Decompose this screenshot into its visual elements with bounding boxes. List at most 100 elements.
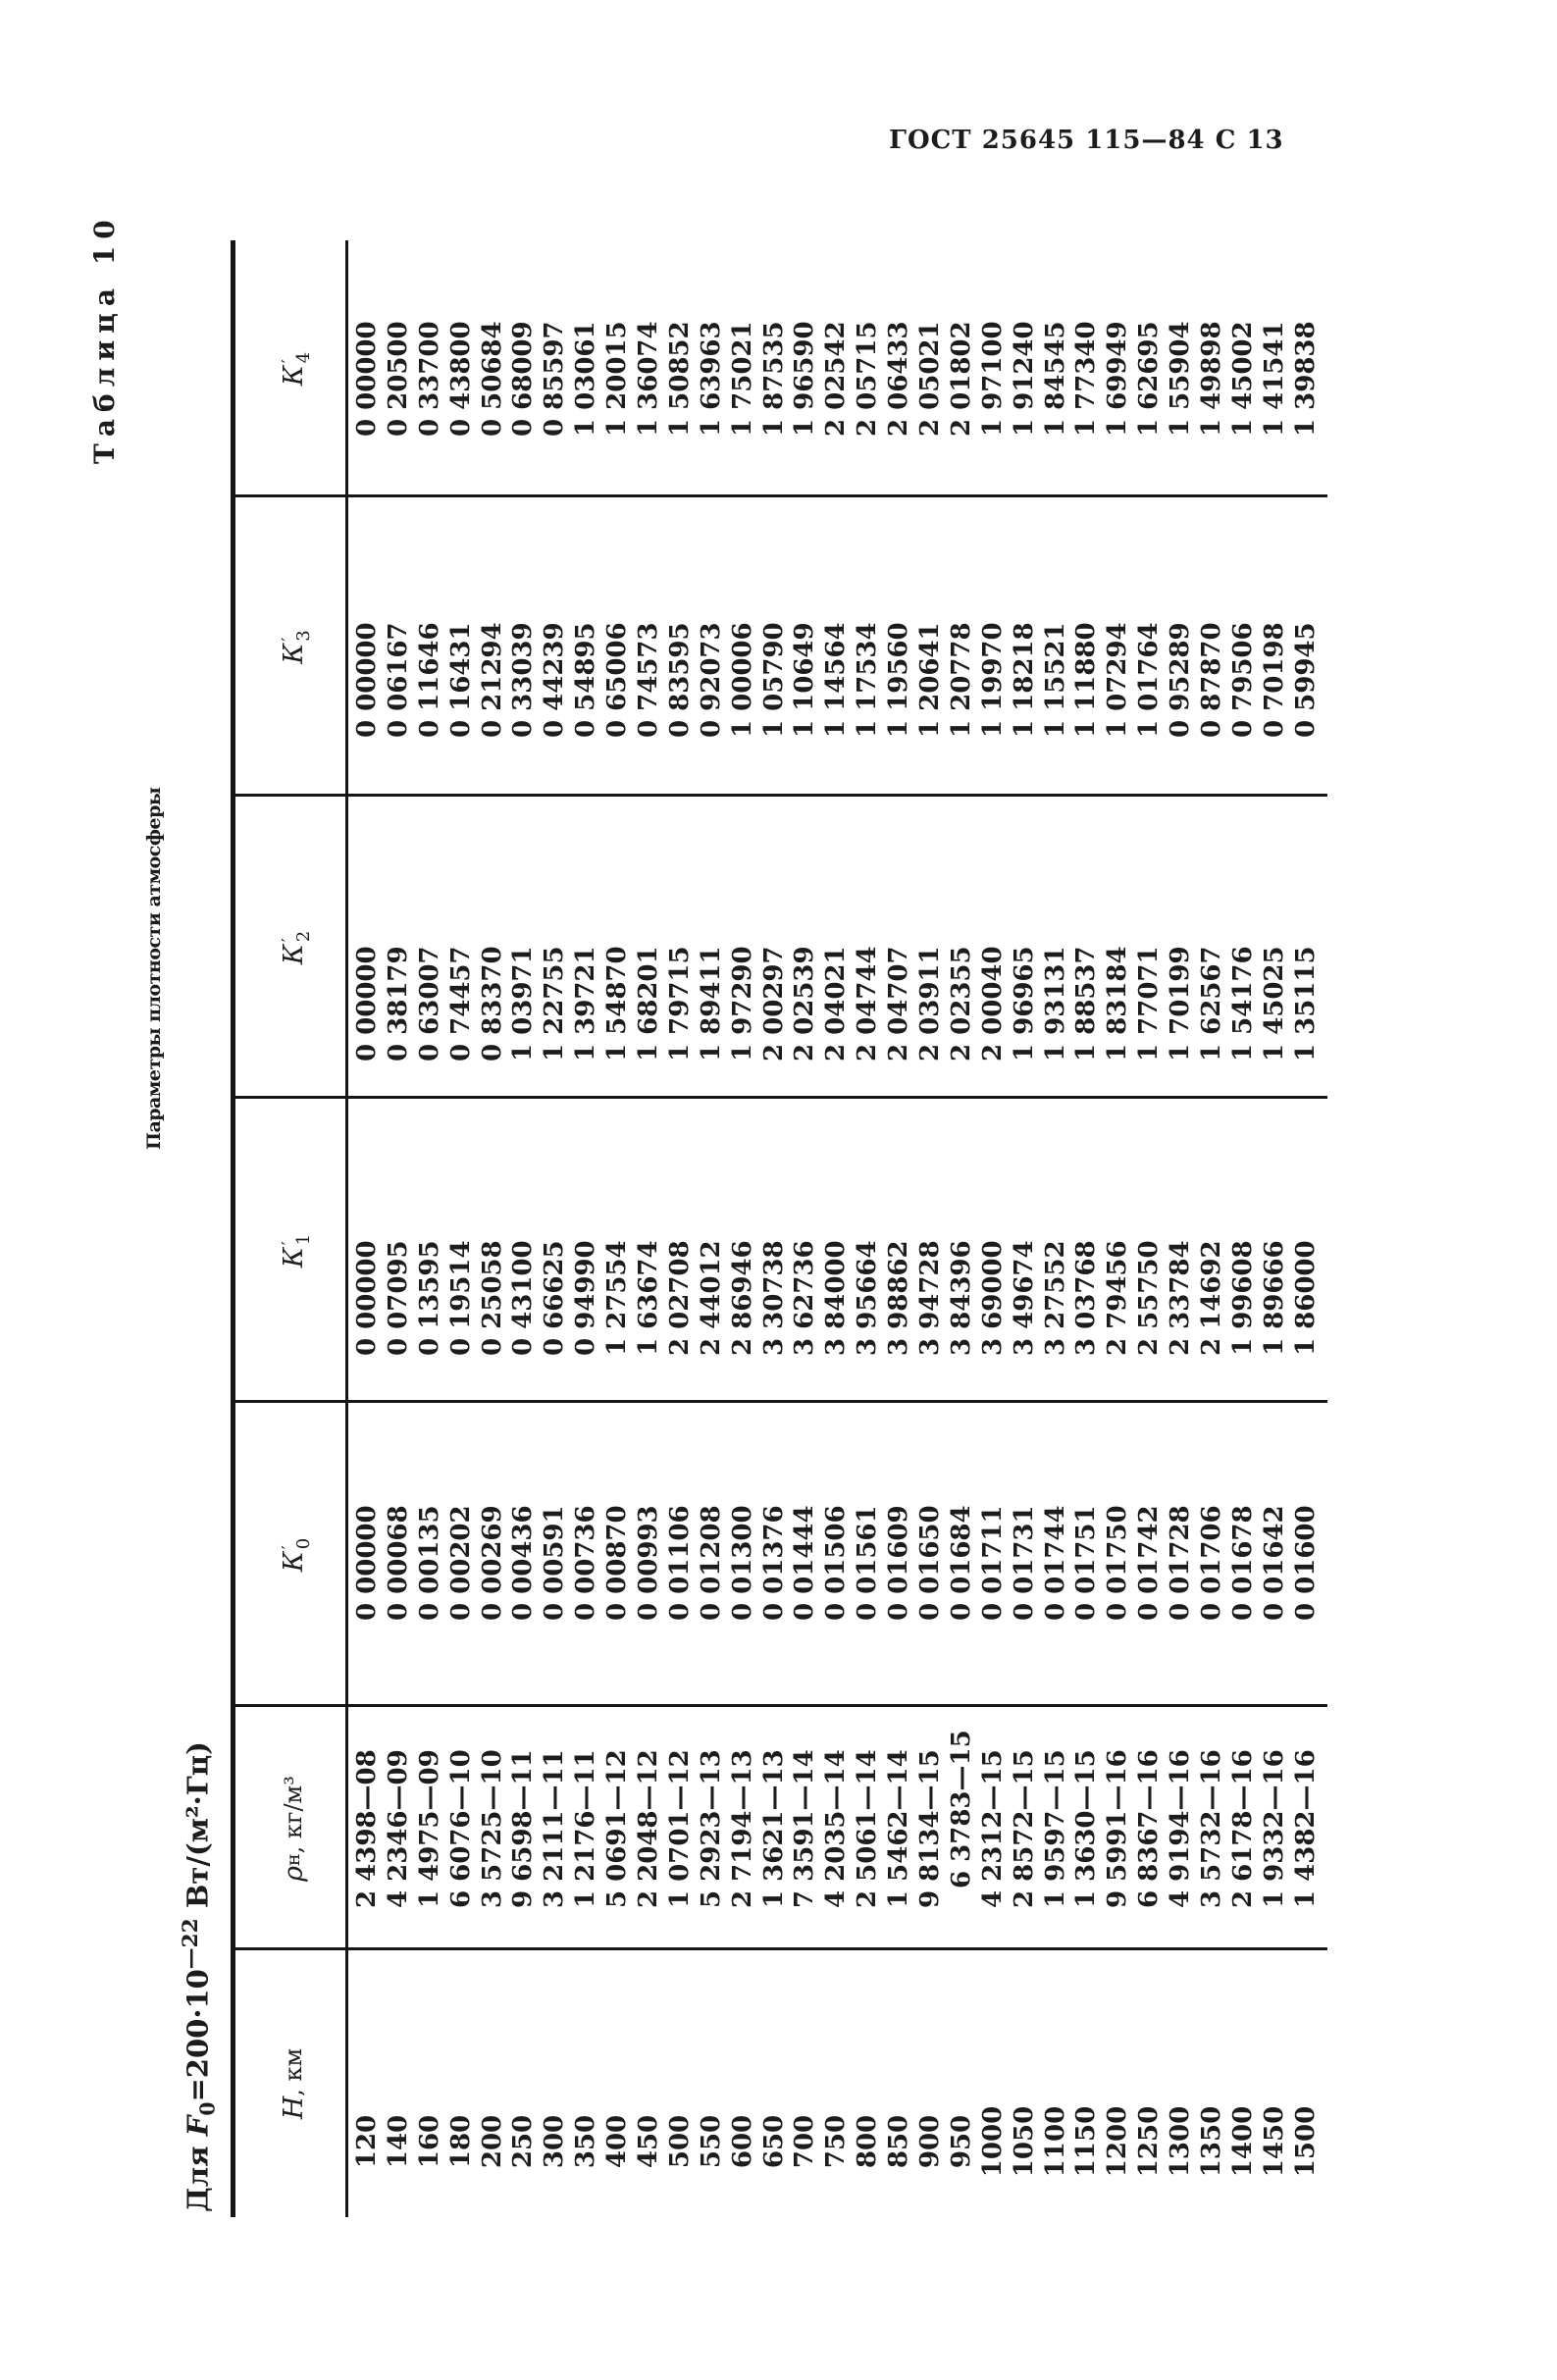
table-cell: 1450 [1259, 2105, 1289, 2178]
table-cell: 2 6178—16 [1227, 1749, 1258, 1908]
table-cell: 2 05715 [853, 321, 883, 437]
table-cell: 1 54870 [602, 946, 633, 1061]
table-cell: 1200 [1103, 2105, 1133, 2178]
table-cell: 1 45002 [1227, 321, 1258, 437]
table-cell: 3 03768 [1071, 1240, 1102, 1356]
table-cell: 1100 [1040, 2105, 1070, 2178]
table-cell: 1 91240 [1009, 321, 1039, 437]
table-cell: 2 44012 [696, 1240, 726, 1356]
table-cell: 1 22755 [540, 946, 570, 1061]
table-cell: 0 43800 [445, 321, 476, 437]
table-cell: 1 3630—15 [1071, 1749, 1102, 1908]
column-header-K4: К ′ 4 [235, 240, 351, 497]
table-cell: 0 01300 [727, 1505, 757, 1621]
table-cell: 0 01751 [1071, 1505, 1102, 1621]
table-cell: 3 84396 [946, 1240, 976, 1356]
table-cell: 3 95664 [853, 1240, 883, 1356]
column-header-K1-subscript: 1 [292, 1233, 314, 1246]
condition-unit: Вт/(м²·Гц) [181, 1741, 215, 1919]
table-cell: 1 88537 [1071, 946, 1102, 1061]
column-header-K4-subscript: 4 [292, 351, 314, 364]
table-cell: 1 83184 [1103, 946, 1133, 1061]
table-cell: 1 5462—14 [884, 1749, 914, 1908]
table-cell: 4 9194—16 [1166, 1749, 1196, 1908]
table-cell: 2 79456 [1103, 1240, 1133, 1356]
table-cell: 0 68009 [508, 321, 539, 437]
table-cell: 1 9597—15 [1040, 1749, 1070, 1908]
table-cell: 1 84545 [1040, 321, 1070, 437]
table-cell: 1 36074 [634, 321, 664, 437]
table-cell: 1 9332—16 [1259, 1749, 1289, 1908]
table-cell: 0 19514 [445, 1240, 476, 1356]
table-cell: 3 5732—16 [1197, 1749, 1227, 1908]
column-header-H-symbol: Н [278, 2095, 309, 2120]
table-cell: 750 [821, 2114, 852, 2169]
column-header-rho-subscript: н [283, 1853, 304, 1866]
table-cell: 3 69000 [977, 1240, 1008, 1356]
table-cell: 1350 [1197, 2105, 1227, 2178]
table-cell: 1 62695 [1134, 321, 1165, 437]
table-cell: 1 01764 [1134, 622, 1165, 738]
table-cell: 3 2111—11 [540, 1749, 570, 1908]
table-cell: 1 20015 [602, 321, 633, 437]
table-cell: 3 98862 [884, 1240, 914, 1356]
table-cell: 1 00006 [727, 622, 757, 738]
table-cell: 2 02355 [946, 946, 976, 1061]
table-cell: 550 [696, 2114, 726, 2169]
table-cell: 1 75021 [727, 321, 757, 437]
table-cell: 650 [758, 2114, 789, 2169]
table-cell: 0 01706 [1197, 1505, 1227, 1621]
table-cell: 1150 [1071, 2105, 1102, 2178]
table-cell: 1 89411 [696, 946, 726, 1061]
table-cell: 2 05021 [915, 321, 946, 437]
table-cell: 2 14692 [1197, 1240, 1227, 1356]
table-cell: 1 96590 [790, 321, 820, 437]
column-header-rho-symbol: ρ [278, 1865, 309, 1882]
table-cell: 0 33700 [414, 321, 444, 437]
table-cell: 1 10649 [790, 622, 820, 738]
table-cell: 0 83595 [664, 622, 695, 738]
table-cell: 1 27554 [602, 1240, 633, 1356]
table-cell: 1 87535 [758, 321, 789, 437]
table-cell: 0 00993 [634, 1505, 664, 1621]
table-cell: 5 2923—13 [696, 1749, 726, 1908]
table-cell: 350 [571, 2114, 601, 2169]
table-cell: 3 49674 [1009, 1240, 1039, 1356]
table-cell: 1 77340 [1071, 321, 1102, 437]
table-cell: 2 01802 [946, 321, 976, 437]
table-cell: 1 20641 [915, 622, 946, 738]
table-cell: 0 92073 [696, 622, 726, 738]
table-cell: 2 02539 [790, 946, 820, 1061]
condition-value: =200·10 [181, 1969, 215, 2102]
table-cell: 1 18218 [1009, 622, 1039, 738]
table-cell: 1 4975—09 [414, 1749, 444, 1908]
table-cell: 4 2312—15 [977, 1749, 1008, 1908]
table-cell: 1400 [1227, 2105, 1258, 2178]
table-cell: 6 6076—10 [445, 1749, 476, 1908]
table-cell: 0 85597 [540, 321, 570, 437]
table-cell: 0 87870 [1197, 622, 1227, 738]
table-cell: 1 39838 [1290, 321, 1321, 437]
table-cell: 9 5991—16 [1103, 1749, 1133, 1908]
table-cell: 9 6598—11 [508, 1749, 539, 1908]
table-cell: 0 01506 [821, 1505, 852, 1621]
column-header-K1: К ′ 1 [235, 1099, 351, 1403]
column-header-K1-symbol: К [278, 1247, 309, 1268]
table-cell: 1 2176—11 [571, 1749, 601, 1908]
table-cell: 1 89666 [1259, 1240, 1289, 1356]
table-cell: 0 38179 [383, 946, 413, 1061]
column-header-K3-symbol: К [278, 643, 309, 664]
table-cell: 1 69949 [1103, 321, 1133, 437]
table-cell: 2 02708 [664, 1240, 695, 1356]
table-cell: 0 00000 [352, 946, 382, 1061]
table-cell: 0 63007 [414, 946, 444, 1061]
table-cell: 2 04744 [853, 946, 883, 1061]
table-cell: 0 00000 [352, 321, 382, 437]
column-header-K4-symbol: К [278, 365, 309, 387]
table-cell: 0 01684 [946, 1505, 976, 1621]
table-cell: 2 2048—12 [634, 1749, 664, 1908]
table-cell: 1 50852 [664, 321, 695, 437]
table-cell: 0 50684 [477, 321, 507, 437]
table-cell: 0 66625 [540, 1240, 570, 1356]
